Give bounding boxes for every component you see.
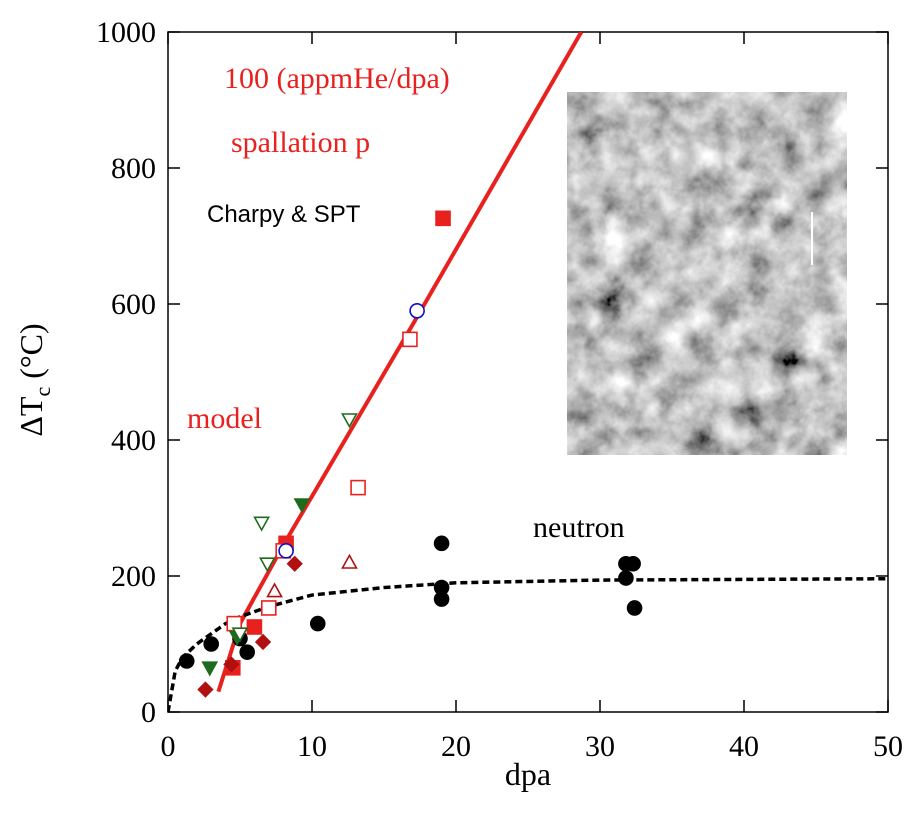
data-point [260, 600, 277, 616]
data-point [626, 600, 643, 616]
annotation: model [187, 402, 262, 435]
x-axis-label: dpa [505, 756, 551, 792]
data-point [309, 615, 326, 632]
x-tick-label: 10 [297, 730, 327, 763]
annotation: 100 (appmHe/dpa) [224, 62, 450, 95]
data-point [231, 627, 249, 643]
x-tick-label: 0 [161, 730, 176, 763]
data-point [435, 210, 451, 227]
data-point [239, 644, 255, 660]
y-axis-label: ΔTc (°C) [13, 323, 55, 436]
series-layer [168, 32, 888, 712]
annotation: Charpy & SPT [207, 201, 361, 228]
x-tick-label: 30 [585, 730, 615, 763]
annotation: neutron [533, 511, 625, 544]
data-point [201, 661, 219, 677]
data-point [178, 653, 195, 669]
data-point [246, 619, 263, 635]
inset-micrograph [567, 92, 847, 455]
x-tick-label: 50 [873, 730, 903, 763]
data-point [350, 479, 366, 496]
data-point [618, 570, 634, 586]
data-point [266, 582, 283, 598]
data-point [433, 591, 450, 607]
y-tick-label: 800 [111, 152, 156, 185]
y-tick-label: 400 [111, 424, 156, 457]
data-point [341, 553, 358, 569]
data-point [278, 543, 294, 559]
data-point [409, 302, 425, 319]
data-point [223, 656, 240, 673]
annotation: spallation p [231, 126, 370, 159]
y-tick-label: 200 [111, 560, 156, 593]
data-point [433, 535, 450, 552]
data-point [203, 636, 219, 652]
x-tick-label: 20 [441, 730, 471, 763]
y-tick-label: 0 [141, 696, 156, 729]
data-point [402, 331, 418, 348]
data-point [625, 555, 641, 572]
data-point [253, 516, 270, 532]
data-point [341, 413, 358, 429]
x-tick-label: 40 [729, 730, 759, 763]
data-point [286, 555, 303, 572]
neutron-trend-line [168, 576, 888, 712]
y-tick-label: 1000 [96, 16, 156, 49]
data-point [293, 498, 311, 514]
plot-frame [167, 31, 889, 713]
y-tick-label: 600 [111, 288, 156, 321]
data-point [259, 557, 276, 573]
data-point [197, 681, 214, 698]
data-point [254, 633, 272, 651]
